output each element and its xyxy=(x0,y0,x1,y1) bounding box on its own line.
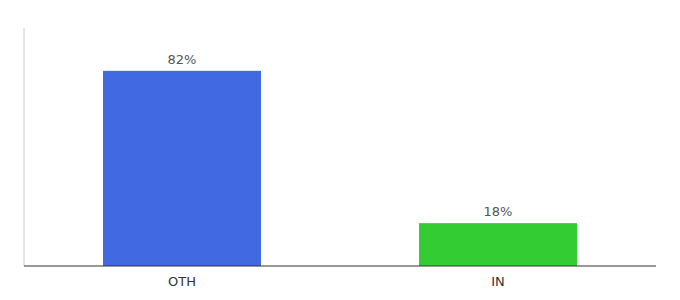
data-label: 18% xyxy=(484,204,513,219)
x-tick-label: IN xyxy=(491,274,505,289)
y-axis-line xyxy=(24,28,25,266)
bar xyxy=(103,71,261,266)
x-axis-line xyxy=(24,266,656,267)
data-label: 82% xyxy=(168,52,197,67)
chart-container: 82% 18% OTH IN xyxy=(0,0,680,300)
chart-svg: 82% 18% OTH IN xyxy=(0,0,680,300)
x-tick-label: OTH xyxy=(168,274,196,289)
plot-area xyxy=(24,28,656,266)
bars xyxy=(103,71,577,266)
bar xyxy=(419,223,577,266)
